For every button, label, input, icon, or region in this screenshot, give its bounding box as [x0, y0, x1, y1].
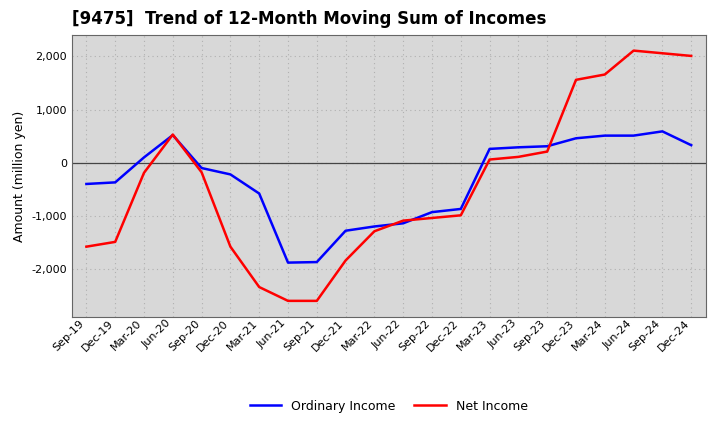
Net Income — [82, 244, 91, 249]
Ordinary Income — [312, 260, 321, 265]
Ordinary Income — [341, 228, 350, 233]
Ordinary Income — [226, 172, 235, 177]
Text: [9475]  Trend of 12-Month Moving Sum of Incomes: [9475] Trend of 12-Month Moving Sum of I… — [72, 10, 546, 28]
Ordinary Income — [514, 145, 523, 150]
Ordinary Income — [572, 136, 580, 141]
Ordinary Income — [284, 260, 292, 265]
Ordinary Income — [197, 165, 206, 171]
Ordinary Income — [543, 143, 552, 149]
Ordinary Income — [456, 206, 465, 212]
Net Income — [284, 298, 292, 304]
Net Income — [572, 77, 580, 82]
Ordinary Income — [428, 209, 436, 215]
Ordinary Income — [600, 133, 609, 138]
Net Income — [658, 51, 667, 56]
Net Income — [399, 218, 408, 223]
Y-axis label: Amount (million yen): Amount (million yen) — [13, 110, 26, 242]
Ordinary Income — [687, 143, 696, 148]
Legend: Ordinary Income, Net Income: Ordinary Income, Net Income — [245, 395, 533, 418]
Net Income — [226, 244, 235, 249]
Net Income — [370, 229, 379, 234]
Ordinary Income — [255, 191, 264, 196]
Net Income — [514, 154, 523, 160]
Line: Net Income: Net Income — [86, 51, 691, 301]
Net Income — [600, 72, 609, 77]
Net Income — [197, 170, 206, 175]
Ordinary Income — [168, 132, 177, 138]
Line: Ordinary Income: Ordinary Income — [86, 132, 691, 263]
Ordinary Income — [111, 180, 120, 185]
Net Income — [255, 284, 264, 290]
Ordinary Income — [370, 224, 379, 229]
Net Income — [428, 215, 436, 220]
Net Income — [140, 170, 148, 176]
Ordinary Income — [485, 146, 494, 151]
Net Income — [629, 48, 638, 53]
Net Income — [456, 213, 465, 218]
Net Income — [543, 149, 552, 154]
Net Income — [341, 258, 350, 263]
Ordinary Income — [658, 129, 667, 134]
Ordinary Income — [82, 181, 91, 187]
Net Income — [485, 157, 494, 162]
Net Income — [168, 132, 177, 137]
Net Income — [687, 53, 696, 59]
Ordinary Income — [399, 220, 408, 226]
Net Income — [111, 239, 120, 245]
Ordinary Income — [140, 155, 148, 160]
Net Income — [312, 298, 321, 304]
Ordinary Income — [629, 133, 638, 138]
